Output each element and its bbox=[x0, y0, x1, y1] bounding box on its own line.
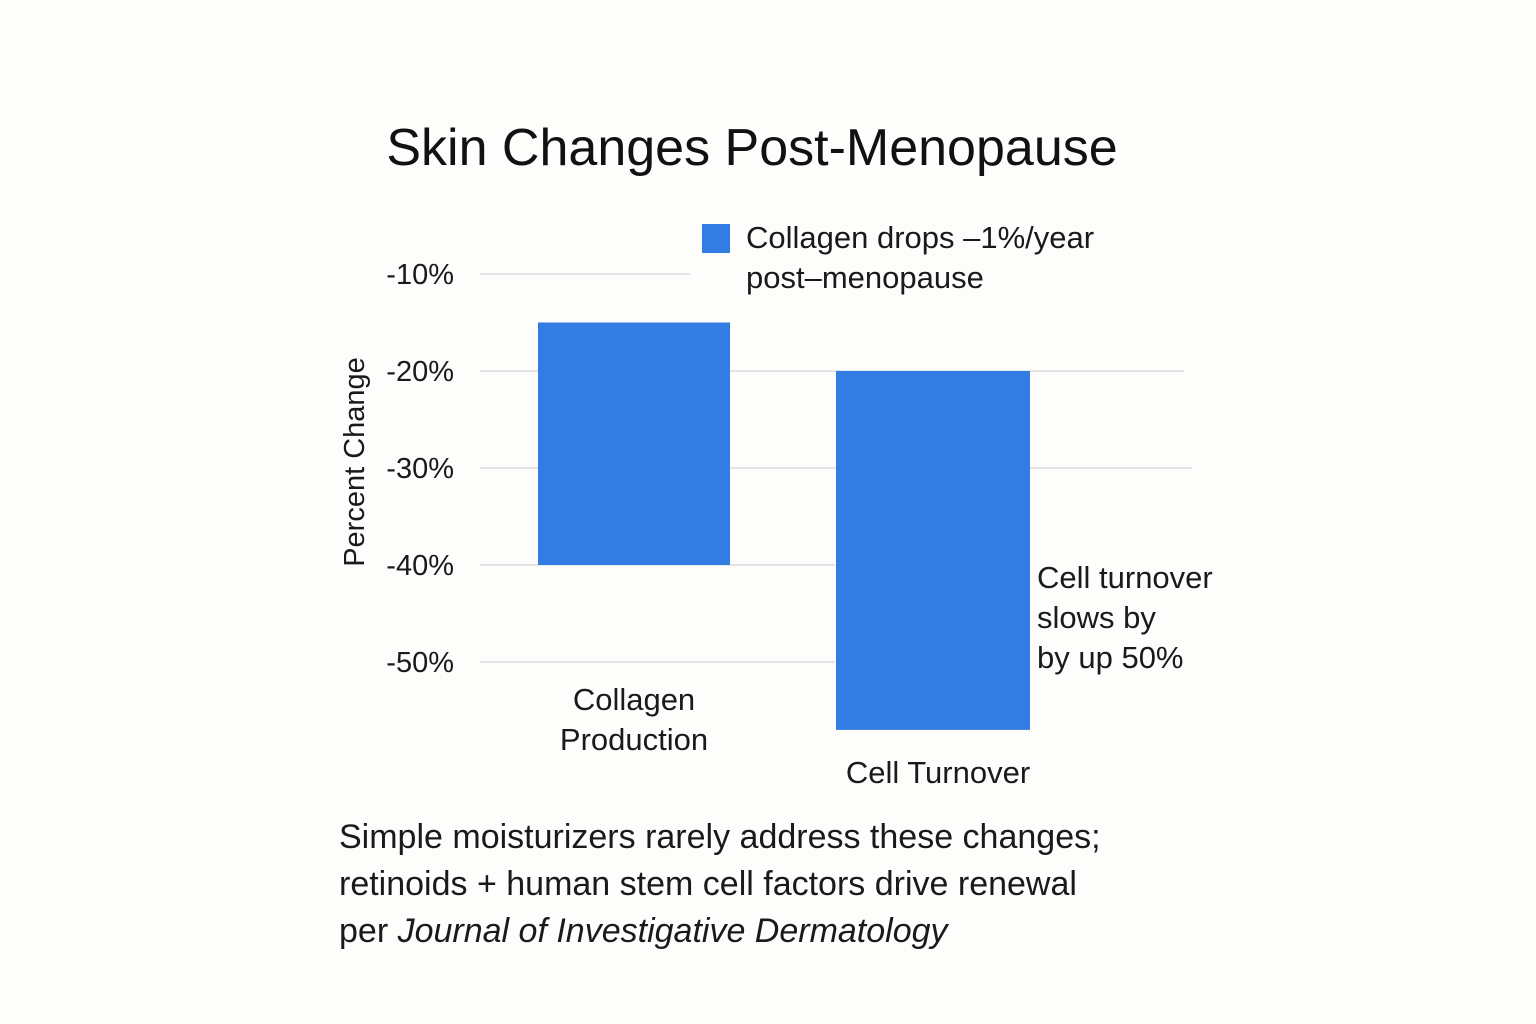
annotation-text: Cell turnover bbox=[1037, 560, 1213, 595]
footnote: Simple moisturizers rarely address these… bbox=[339, 814, 1239, 955]
footnote-line-1: Simple moisturizers rarely address these… bbox=[339, 818, 1101, 856]
legend-swatch bbox=[702, 224, 730, 253]
category-labels: Collagen Production Cell Turnover bbox=[560, 682, 1030, 790]
legend-label: post–menopause bbox=[746, 260, 984, 295]
bar bbox=[538, 322, 730, 565]
category-label: Collagen bbox=[573, 682, 695, 717]
footnote-line-2: retinoids + human stem cell factors driv… bbox=[339, 865, 1077, 903]
y-tick-label: -30% bbox=[386, 453, 454, 485]
legend-label: Collagen drops –1%/year bbox=[746, 220, 1094, 255]
y-tick-label: -10% bbox=[386, 259, 454, 291]
footnote-line-3: per Journal of Investigative Dermatology bbox=[339, 908, 1239, 955]
journal-name: Journal of Investigative Dermatology bbox=[397, 912, 948, 950]
category-label: Cell Turnover bbox=[846, 755, 1030, 790]
y-axis-ticks: -10% -20% -30% -40% -50% bbox=[386, 259, 454, 679]
y-tick-label: -40% bbox=[386, 550, 454, 582]
category-label: Production bbox=[560, 722, 708, 757]
annotation: Cell turnover slows by by up 50% bbox=[1037, 560, 1213, 675]
bar bbox=[836, 371, 1030, 730]
legend: Collagen drops –1%/year post–menopause bbox=[702, 220, 1094, 295]
chart-title: Skin Changes Post-Menopause bbox=[386, 119, 1117, 177]
annotation-text: by up 50% bbox=[1037, 640, 1184, 675]
annotation-text: slows by bbox=[1037, 600, 1156, 635]
footnote-prefix: per bbox=[339, 912, 398, 950]
bars bbox=[538, 322, 1030, 730]
y-axis-title: Percent Change bbox=[339, 357, 371, 567]
y-tick-label: -50% bbox=[386, 647, 454, 679]
y-tick-label: -20% bbox=[386, 356, 454, 388]
